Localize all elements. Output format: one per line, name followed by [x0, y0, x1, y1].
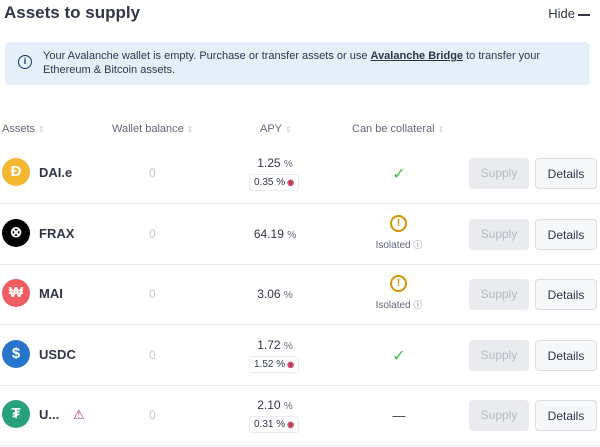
asset-name: MAI	[39, 286, 63, 301]
alert-circle-icon: !	[390, 214, 407, 232]
apy-value: 2.10 %	[257, 398, 293, 412]
page-title: Assets to supply	[4, 3, 141, 22]
apy-value: 64.19 %	[253, 226, 297, 241]
col-assets[interactable]: Assets ⇕	[2, 123, 45, 135]
hide-button[interactable]: Hide	[548, 6, 590, 21]
reward-token-icon: ◉	[287, 359, 295, 369]
sort-icon: ⇕	[437, 125, 445, 134]
asset-name: FRAX	[39, 225, 75, 241]
info-icon: ⓘ	[413, 300, 423, 310]
reward-token-icon: ◉	[287, 178, 295, 187]
details-button[interactable]: Details	[535, 339, 597, 371]
reward-token-icon: ◉	[287, 420, 295, 429]
wallet-balance: 0	[149, 166, 156, 180]
details-button[interactable]: Details	[535, 400, 597, 431]
table-row: ₮ U... ⚠ 0 2.10 % 0.31 % ◉ — Supply Details	[0, 386, 600, 446]
reward-apy-badge[interactable]: 0.31 % ◉	[249, 416, 300, 433]
reward-apy-badge[interactable]: 1.52 % ◉	[249, 355, 300, 373]
table-row: Đ DAI.e 0 1.25 % 0.35 % ◉ ✓ Supply Details	[0, 144, 600, 204]
supply-button[interactable]: Supply	[469, 339, 529, 371]
asset-icon: ⊗	[2, 218, 30, 247]
alert-circle-icon: !	[390, 275, 407, 292]
details-button[interactable]: Details	[535, 218, 597, 250]
hide-label: Hide	[548, 6, 575, 21]
wallet-balance: 0	[149, 287, 156, 301]
isolated-indicator: ! Isolated ⓘ	[375, 214, 423, 251]
table-row: ₩ MAI 0 3.06 % ! Isolated ⓘ Supply Details	[0, 265, 600, 325]
apy-value: 3.06 %	[257, 287, 293, 301]
info-text: Your Avalanche wallet is empty. Purchase…	[43, 50, 371, 62]
info-icon: i	[18, 55, 32, 69]
col-collateral[interactable]: Can be collateral ⇕	[352, 123, 445, 135]
details-button[interactable]: Details	[535, 279, 597, 310]
table-row: ⊗ FRAX 0 64.19 % ! Isolated ⓘ Supply Details	[0, 205, 600, 265]
check-icon: ✓	[392, 166, 406, 183]
supply-button[interactable]: Supply	[469, 279, 529, 310]
asset-icon: $	[2, 339, 30, 368]
details-button[interactable]: Details	[535, 158, 597, 189]
wallet-balance: 0	[149, 408, 156, 422]
col-apy[interactable]: APY ⇕	[260, 123, 292, 135]
sort-icon: ⇕	[285, 125, 292, 134]
wallet-balance: 0	[149, 226, 156, 241]
sort-icon: ⇕	[38, 125, 45, 134]
asset-icon: ₩	[2, 279, 30, 307]
table-row: $ USDC 0 1.72 % 1.52 % ◉ ✓ Supply Details	[0, 326, 600, 386]
check-icon: ✓	[392, 347, 406, 365]
col-wallet-balance[interactable]: Wallet balance ⇕	[112, 123, 194, 135]
asset-name: USDC	[39, 346, 76, 362]
warning-icon[interactable]: ⚠	[73, 407, 85, 422]
info-text-end: to transfer your Ethereum & Bitcoin asse…	[43, 50, 541, 76]
supply-button[interactable]: Supply	[469, 158, 529, 189]
isolated-indicator: ! Isolated ⓘ	[375, 275, 423, 311]
reward-apy-badge[interactable]: 0.35 % ◉	[249, 174, 300, 191]
minus-icon	[578, 13, 590, 16]
supply-button[interactable]: Supply	[469, 400, 529, 431]
apy-value: 1.25 %	[257, 156, 293, 170]
asset-icon: Đ	[2, 158, 30, 186]
wallet-balance: 0	[149, 347, 156, 362]
supply-button[interactable]: Supply	[469, 218, 529, 250]
avalanche-bridge-link[interactable]: Avalanche Bridge	[370, 50, 464, 62]
sort-icon: ⇕	[186, 125, 194, 134]
asset-icon: ₮	[2, 400, 30, 428]
info-icon: ⓘ	[413, 239, 423, 250]
apy-value: 1.72 %	[257, 337, 293, 352]
not-collateral-dash: —	[392, 408, 406, 423]
asset-name: U...	[39, 407, 60, 422]
info-banner: i Your Avalanche wallet is empty. Purcha…	[5, 42, 590, 85]
asset-name: DAI.e	[39, 165, 73, 180]
